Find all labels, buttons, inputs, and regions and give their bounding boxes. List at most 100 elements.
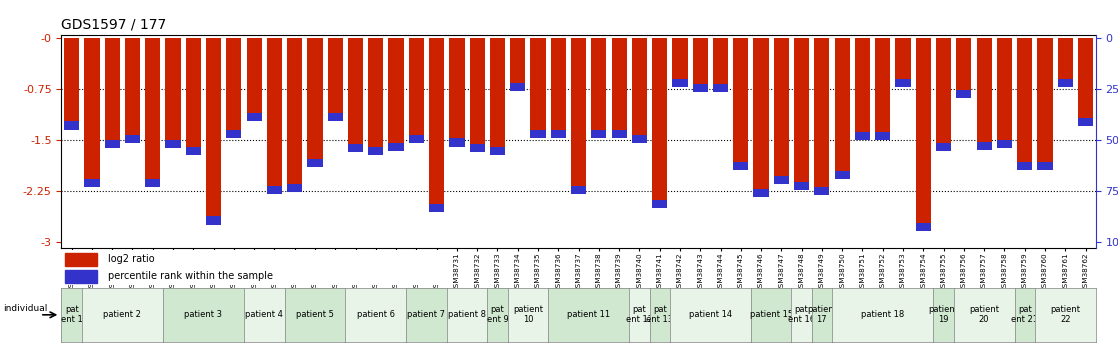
Bar: [247, 112, 262, 121]
Text: patient 11: patient 11: [567, 310, 610, 319]
Bar: [206, 216, 221, 225]
Bar: [875, 131, 890, 140]
Bar: [875, 38, 890, 140]
Bar: [84, 38, 100, 187]
Bar: [834, 171, 850, 179]
Text: pat
ent 21: pat ent 21: [1011, 305, 1039, 324]
Bar: [814, 38, 830, 195]
Text: pat
ent 16: pat ent 16: [788, 305, 815, 324]
Bar: [733, 162, 748, 170]
Text: patient 5: patient 5: [296, 310, 334, 319]
Bar: [388, 143, 404, 151]
Bar: [470, 144, 485, 152]
Bar: [510, 83, 525, 91]
Bar: [267, 38, 282, 194]
Bar: [855, 38, 870, 140]
Bar: [328, 112, 343, 121]
Text: patient
10: patient 10: [513, 305, 543, 324]
Text: patient 14: patient 14: [689, 310, 732, 319]
Text: pat
ent 12: pat ent 12: [626, 305, 653, 324]
Bar: [672, 38, 688, 87]
Bar: [1017, 162, 1032, 170]
Text: patient 7: patient 7: [407, 310, 445, 319]
Bar: [226, 38, 241, 138]
Text: patient
19: patient 19: [929, 305, 958, 324]
Bar: [165, 38, 181, 148]
Bar: [65, 253, 97, 266]
Bar: [65, 270, 97, 283]
Bar: [226, 130, 241, 138]
Bar: [449, 138, 464, 147]
Bar: [267, 186, 282, 194]
Bar: [328, 38, 343, 121]
Bar: [165, 140, 181, 148]
Bar: [105, 140, 120, 148]
Bar: [672, 79, 688, 87]
Text: pat
ent 9: pat ent 9: [486, 305, 509, 324]
Bar: [976, 142, 992, 150]
Bar: [571, 38, 586, 194]
Bar: [632, 38, 647, 143]
Text: GDS1597 / 177: GDS1597 / 177: [61, 18, 167, 32]
Bar: [247, 38, 262, 121]
Bar: [612, 38, 627, 138]
Bar: [976, 38, 992, 150]
Bar: [896, 38, 910, 87]
Bar: [571, 186, 586, 194]
Bar: [774, 38, 789, 184]
Bar: [794, 182, 809, 190]
Bar: [774, 176, 789, 184]
Bar: [855, 131, 870, 140]
Text: patient 3: patient 3: [184, 310, 222, 319]
Bar: [409, 135, 424, 143]
Bar: [896, 79, 910, 87]
Bar: [449, 38, 464, 147]
Text: patient 8: patient 8: [448, 310, 486, 319]
Bar: [1038, 162, 1052, 170]
Bar: [287, 184, 302, 192]
Bar: [429, 204, 444, 213]
Bar: [693, 84, 708, 92]
Bar: [754, 38, 769, 197]
Bar: [754, 189, 769, 197]
Bar: [1078, 38, 1093, 126]
Bar: [713, 38, 728, 92]
Bar: [632, 135, 647, 143]
Bar: [409, 38, 424, 143]
Text: pat
ent 13: pat ent 13: [646, 305, 673, 324]
Bar: [145, 179, 160, 187]
Text: pat
ent 1: pat ent 1: [60, 305, 83, 324]
Bar: [693, 38, 708, 92]
Bar: [733, 38, 748, 170]
Text: patient 6: patient 6: [357, 310, 395, 319]
Bar: [794, 38, 809, 190]
Bar: [490, 147, 505, 155]
Bar: [287, 38, 302, 192]
Text: log2 ratio: log2 ratio: [108, 254, 155, 264]
Bar: [510, 38, 525, 91]
Text: patient 18: patient 18: [861, 310, 904, 319]
Bar: [368, 147, 383, 155]
Bar: [348, 38, 363, 152]
Bar: [1017, 38, 1032, 170]
Bar: [348, 144, 363, 152]
Bar: [530, 38, 546, 138]
Bar: [307, 159, 323, 167]
Bar: [916, 38, 931, 231]
Bar: [307, 38, 323, 167]
Bar: [997, 140, 1012, 148]
Bar: [551, 38, 566, 138]
Text: percentile rank within the sample: percentile rank within the sample: [108, 272, 274, 281]
Bar: [956, 89, 972, 98]
Bar: [105, 38, 120, 148]
Bar: [916, 223, 931, 231]
Bar: [368, 38, 383, 155]
Bar: [206, 38, 221, 225]
Bar: [1038, 38, 1052, 170]
Bar: [551, 130, 566, 138]
Bar: [388, 38, 404, 151]
Bar: [530, 130, 546, 138]
Bar: [997, 38, 1012, 148]
Bar: [145, 38, 160, 187]
Bar: [713, 84, 728, 92]
